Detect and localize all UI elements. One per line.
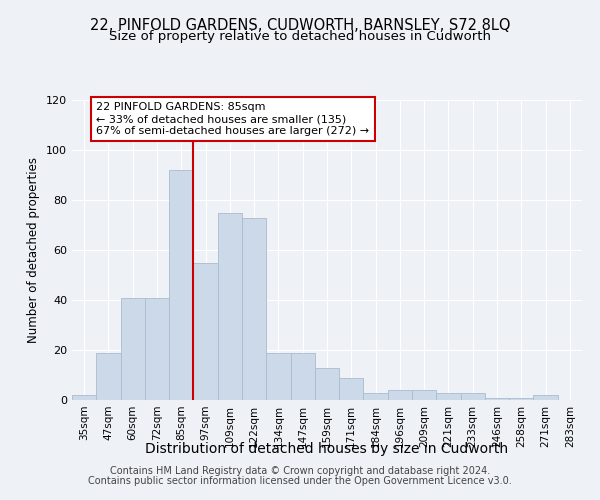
Bar	[315, 368, 339, 400]
Bar	[485, 398, 509, 400]
Bar	[436, 392, 461, 400]
Bar	[72, 395, 96, 400]
Bar	[509, 398, 533, 400]
Text: 22 PINFOLD GARDENS: 85sqm
← 33% of detached houses are smaller (135)
67% of semi: 22 PINFOLD GARDENS: 85sqm ← 33% of detac…	[96, 102, 370, 136]
Bar	[169, 170, 193, 400]
Bar	[364, 392, 388, 400]
Bar	[121, 298, 145, 400]
Y-axis label: Number of detached properties: Number of detached properties	[28, 157, 40, 343]
Bar	[290, 352, 315, 400]
Bar	[242, 218, 266, 400]
Bar	[218, 212, 242, 400]
Bar	[96, 352, 121, 400]
Text: Size of property relative to detached houses in Cudworth: Size of property relative to detached ho…	[109, 30, 491, 43]
Bar	[461, 392, 485, 400]
Text: 22, PINFOLD GARDENS, CUDWORTH, BARNSLEY, S72 8LQ: 22, PINFOLD GARDENS, CUDWORTH, BARNSLEY,…	[90, 18, 510, 32]
Text: Contains public sector information licensed under the Open Government Licence v3: Contains public sector information licen…	[88, 476, 512, 486]
Bar	[266, 352, 290, 400]
Text: Contains HM Land Registry data © Crown copyright and database right 2024.: Contains HM Land Registry data © Crown c…	[110, 466, 490, 476]
Bar	[412, 390, 436, 400]
Text: Distribution of detached houses by size in Cudworth: Distribution of detached houses by size …	[145, 442, 509, 456]
Bar	[533, 395, 558, 400]
Bar	[145, 298, 169, 400]
Bar	[339, 378, 364, 400]
Bar	[193, 262, 218, 400]
Bar	[388, 390, 412, 400]
